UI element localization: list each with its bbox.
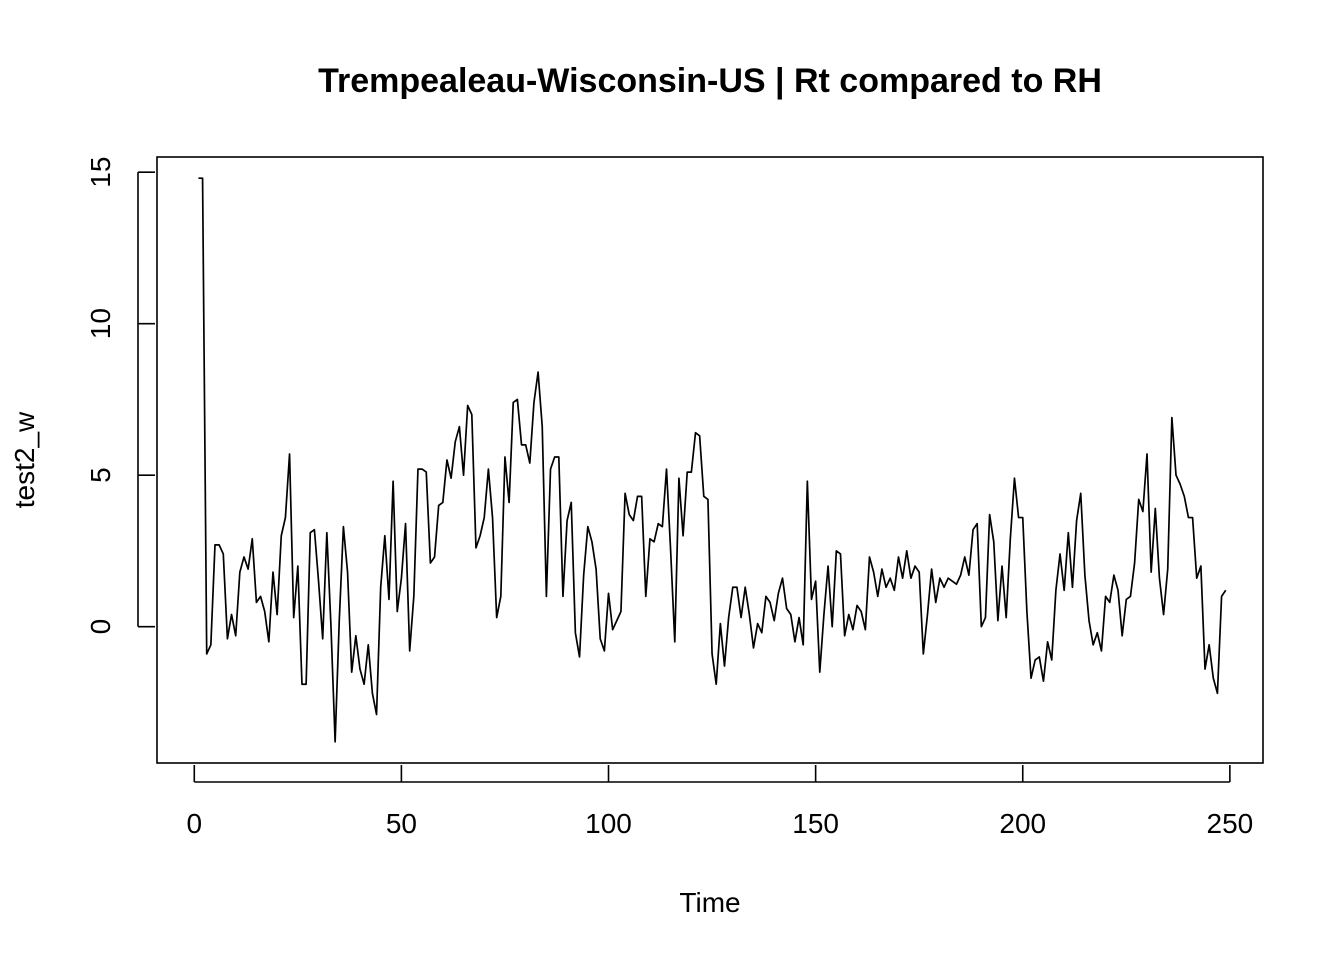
y-tick-label: 5 <box>85 467 116 483</box>
x-axis-label: Time <box>679 887 740 918</box>
y-axis: 0 5 10 15 <box>85 157 155 635</box>
y-tick-label: 10 <box>85 308 116 339</box>
x-tick-label: 250 <box>1207 808 1254 839</box>
plot-frame <box>156 156 1264 764</box>
y-tick-label: 0 <box>85 619 116 635</box>
x-tick-label: 200 <box>999 808 1046 839</box>
y-tick-label: 15 <box>85 157 116 188</box>
x-tick-label: 50 <box>386 808 417 839</box>
x-axis: 0 50 100 150 200 250 <box>186 765 1253 839</box>
chart-title: Trempealeau-Wisconsin-US | Rt compared t… <box>318 62 1102 100</box>
y-axis-label: test2_w <box>9 411 40 508</box>
series-line <box>198 177 1227 743</box>
x-tick-label: 150 <box>792 808 839 839</box>
x-tick-label: 0 <box>186 808 202 839</box>
x-tick-label: 100 <box>585 808 632 839</box>
